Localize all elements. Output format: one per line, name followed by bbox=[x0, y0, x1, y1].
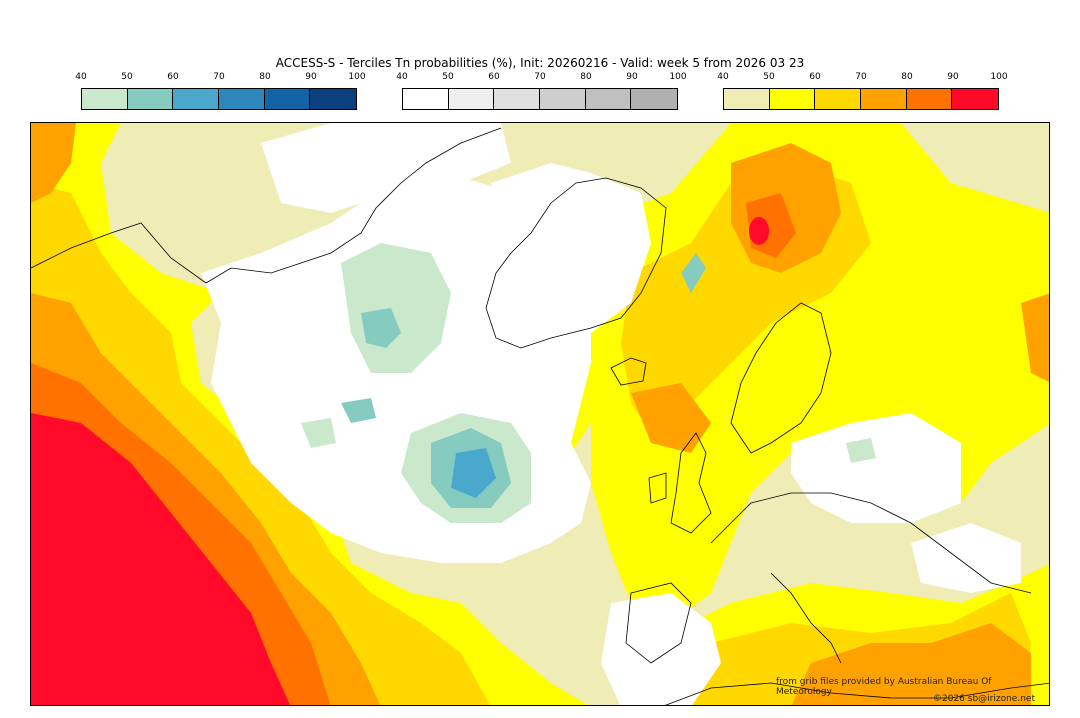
tick-label: 100 bbox=[669, 72, 687, 82]
tick-label: 80 bbox=[259, 72, 271, 82]
tick-label: 60 bbox=[809, 72, 821, 82]
field-orange-topleft bbox=[31, 123, 76, 203]
colorbar-cell bbox=[173, 89, 220, 109]
probability-map: from grib files provided by Australian B… bbox=[30, 122, 1050, 706]
field-white-greenland bbox=[491, 163, 651, 333]
tick-label: 60 bbox=[167, 72, 179, 82]
coast-britain bbox=[670, 432, 712, 534]
colorbar-cell bbox=[952, 89, 999, 109]
map-field bbox=[31, 123, 1049, 705]
field-orange-east bbox=[1021, 293, 1049, 382]
coast-italy bbox=[770, 572, 842, 664]
colorbar-cell bbox=[769, 89, 816, 109]
field-green-svalbard bbox=[681, 253, 706, 293]
tick-label: 100 bbox=[990, 72, 1008, 82]
colorbar-cell bbox=[264, 89, 311, 109]
colorbar-cell bbox=[494, 89, 541, 109]
tick-label: 80 bbox=[580, 72, 592, 82]
tick-label: 50 bbox=[121, 72, 133, 82]
tick-label: 70 bbox=[855, 72, 867, 82]
colorbar-cell bbox=[127, 89, 174, 109]
colorbar-cell bbox=[82, 89, 128, 109]
tick-label: 50 bbox=[763, 72, 775, 82]
data-source-credit: from grib files provided by Australian B… bbox=[776, 677, 992, 697]
coast-iceland bbox=[610, 357, 647, 386]
colorbar-cell bbox=[724, 89, 770, 109]
tick-label: 80 bbox=[901, 72, 913, 82]
field-white-black-sea bbox=[911, 523, 1021, 593]
coast-ireland bbox=[648, 472, 667, 504]
colorbar-above-ticks: 40 50 60 70 80 90 100 bbox=[717, 72, 1007, 84]
field-green-europe bbox=[846, 438, 876, 463]
colorbar-cell bbox=[631, 89, 678, 109]
colorbar-near-ticks: 40 50 60 70 80 90 100 bbox=[396, 72, 686, 84]
coast-europe bbox=[710, 492, 1032, 594]
coast-iberia bbox=[625, 582, 692, 664]
field-red-west bbox=[31, 413, 291, 705]
tick-label: 70 bbox=[213, 72, 225, 82]
tick-label: 90 bbox=[305, 72, 317, 82]
colorbar-below-ticks: 40 50 60 70 80 90 100 bbox=[75, 72, 365, 84]
field-white-arctic bbox=[261, 123, 511, 213]
coast-north-africa bbox=[665, 682, 1049, 705]
coastlines bbox=[31, 127, 1049, 705]
colorbar-cell bbox=[403, 89, 449, 109]
coast-north-america bbox=[31, 127, 502, 284]
tick-label: 100 bbox=[348, 72, 366, 82]
coast-scandinavia bbox=[730, 302, 832, 454]
tick-label: 50 bbox=[442, 72, 454, 82]
field-blue-labrador bbox=[451, 448, 496, 498]
field-red-scand bbox=[749, 217, 769, 245]
map-title: ACCESS-S - Terciles Tn probabilities (%)… bbox=[275, 56, 805, 70]
colorbar-cell bbox=[310, 89, 357, 109]
field-white-mediterranean bbox=[601, 593, 721, 705]
field-orange-mideast bbox=[791, 623, 1031, 705]
colorbar-cell bbox=[448, 89, 495, 109]
colorbar-cell bbox=[585, 89, 632, 109]
tick-label: 70 bbox=[534, 72, 546, 82]
tick-label: 90 bbox=[947, 72, 959, 82]
colorbar-below-normal bbox=[81, 88, 357, 110]
field-orange-iberia bbox=[631, 383, 711, 453]
coast-greenland bbox=[485, 177, 667, 349]
tick-label: 60 bbox=[488, 72, 500, 82]
tick-label: 40 bbox=[396, 72, 408, 82]
colorbar-cell bbox=[540, 89, 586, 109]
colorbar-cell bbox=[906, 89, 953, 109]
colorbar-above-normal bbox=[723, 88, 999, 110]
colorbar-cell bbox=[861, 89, 907, 109]
field-teal-baffin bbox=[361, 308, 401, 348]
field-white-europe bbox=[791, 413, 961, 523]
colorbar-cell bbox=[219, 89, 265, 109]
tick-label: 90 bbox=[626, 72, 638, 82]
copyright-credit: ©2026 sb@irizone.net bbox=[933, 694, 1035, 704]
tick-label: 40 bbox=[75, 72, 87, 82]
colorbar-cell bbox=[815, 89, 862, 109]
field-teal-hudson bbox=[341, 398, 376, 423]
tick-label: 40 bbox=[717, 72, 729, 82]
colorbar-near-normal bbox=[402, 88, 678, 110]
field-green-hudson bbox=[301, 418, 336, 448]
